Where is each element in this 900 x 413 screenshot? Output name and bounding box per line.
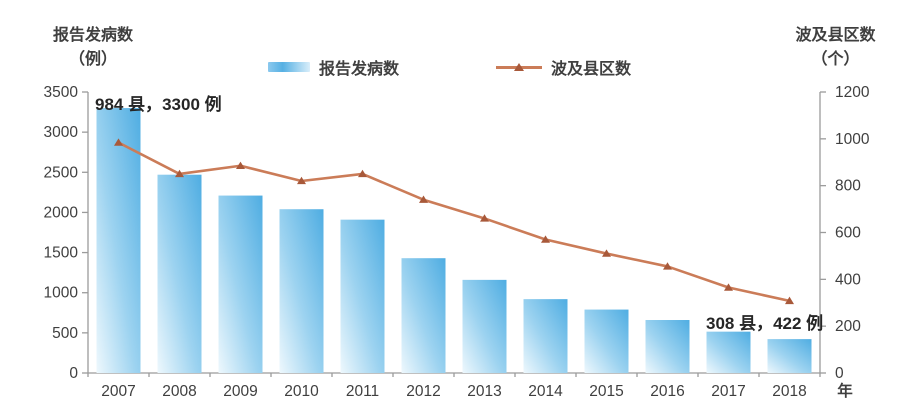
left-axis-tick-label: 1000 — [44, 285, 79, 302]
x-axis-year-label: 2007 — [101, 383, 135, 400]
annotation-2018-low: 308 县，422 例 — [706, 314, 824, 333]
bar-2013[interactable] — [462, 279, 507, 373]
line-marker-2014[interactable] — [541, 235, 550, 243]
line-marker-2013[interactable] — [480, 214, 489, 222]
left-axis-tick-label: 1500 — [44, 245, 79, 262]
line-series — [114, 138, 794, 305]
line-marker-2018[interactable] — [785, 296, 794, 305]
bar-2014[interactable] — [523, 299, 568, 373]
bar-2017[interactable] — [706, 331, 751, 373]
right-axis-tick-label: 800 — [835, 178, 861, 195]
line-marker-2015[interactable] — [602, 249, 611, 257]
line-marker-2009[interactable] — [236, 161, 245, 169]
x-axis-year-label: 2014 — [528, 383, 563, 400]
line-marker-2012[interactable] — [419, 195, 428, 203]
line-marker-2016[interactable] — [663, 262, 672, 270]
bar-2015[interactable] — [584, 309, 629, 373]
bar-2010[interactable] — [279, 209, 324, 373]
legend-item-reported-cases[interactable]: 报告发病数 — [268, 57, 400, 78]
x-axis-year-label: 2008 — [162, 383, 196, 400]
x-axis-year-label: 2015 — [589, 383, 623, 400]
annotation-2007-peak: 984 县，3300 例 — [95, 95, 222, 114]
x-axis-year-label: 2016 — [650, 383, 684, 400]
bar-2011[interactable] — [340, 219, 385, 373]
bar-2008[interactable] — [157, 174, 202, 373]
right-axis-tick-label: 1200 — [835, 84, 870, 101]
axis-tick-labels: 0 500 1000 1500 2000 2500 3000 3500 0 200 400 600 80… — [44, 84, 870, 400]
bar-series — [96, 108, 812, 374]
right-axis-tick-label: 1000 — [835, 131, 870, 148]
left-axis-tick-label: 2500 — [44, 164, 79, 181]
x-axis-year-label: 2018 — [772, 383, 806, 400]
right-axis-tick-label: 600 — [835, 225, 861, 242]
x-axis-year-label: 2017 — [711, 383, 745, 400]
right-axis-tick-label: 0 — [835, 365, 844, 382]
legend-label-reported-cases: 报告发病数 — [319, 61, 400, 78]
bar-2009[interactable] — [218, 195, 263, 373]
right-axis-tick-label: 400 — [835, 271, 861, 288]
left-axis-tick-label: 2000 — [44, 204, 79, 221]
legend-label-affected-counties: 波及县区数 — [551, 61, 632, 78]
x-axis-year-label: 2012 — [406, 383, 440, 400]
left-axis-title: 报告发病数 （例） — [52, 27, 133, 68]
x-axis-year-label: 2010 — [284, 383, 319, 400]
line-marker-2011[interactable] — [358, 169, 367, 178]
bar-legend-swatch-icon — [268, 62, 310, 72]
line-marker-2017[interactable] — [724, 283, 733, 291]
legend-item-affected-counties[interactable]: 波及县区数 — [496, 57, 632, 78]
bar-2018[interactable] — [767, 339, 812, 373]
line-marker-2008[interactable] — [175, 169, 184, 178]
x-axis-year-label: 2013 — [467, 383, 501, 400]
bar-2016[interactable] — [645, 320, 690, 373]
line-marker-2007[interactable] — [114, 138, 123, 146]
bar-2012[interactable] — [401, 258, 446, 373]
affected-counties-line — [117, 141, 790, 303]
right-axis-title: 波及县区数 （个） — [795, 27, 876, 68]
bar-2007[interactable] — [96, 108, 141, 374]
left-axis-tick-label: 3000 — [44, 124, 79, 141]
x-axis-unit-label: 年 — [837, 381, 853, 400]
x-axis-year-label: 2009 — [223, 383, 257, 400]
line-marker-2010[interactable] — [297, 176, 306, 185]
line-legend-swatch-icon — [496, 62, 542, 72]
left-axis-tick-label: 500 — [52, 325, 78, 342]
axes — [82, 91, 826, 377]
right-axis-tick-label: 200 — [835, 318, 861, 335]
left-axis-tick-label: 3500 — [44, 84, 79, 101]
left-axis-tick-label: 0 — [69, 365, 78, 382]
x-axis-year-label: 2011 — [346, 383, 379, 400]
